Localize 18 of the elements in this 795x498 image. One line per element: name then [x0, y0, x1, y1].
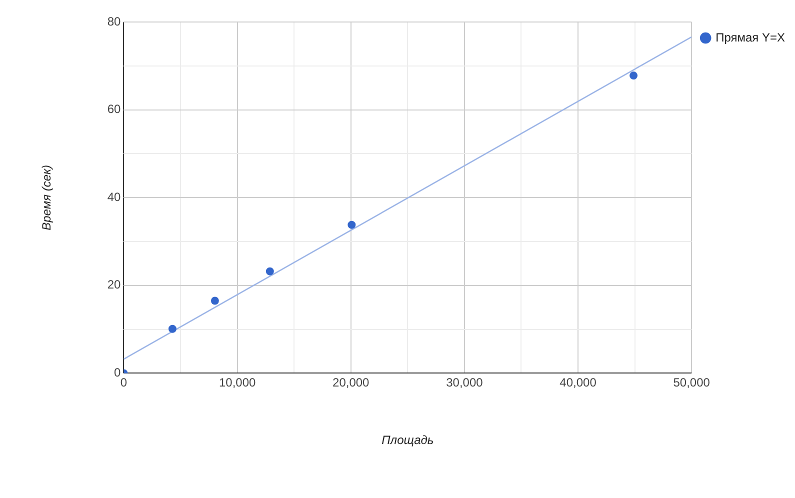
y-tick-label: 60	[107, 102, 122, 116]
x-tick-label: 50,000	[673, 376, 710, 390]
point	[630, 72, 638, 80]
y-axis-title: Время (сек)	[40, 164, 54, 230]
x-axis-title: Площадь	[382, 433, 434, 448]
y-tick-label: 0	[114, 366, 122, 380]
point	[210, 296, 219, 305]
y-tick-label: 40	[107, 190, 122, 204]
point	[168, 324, 176, 333]
y-tick-label: 20	[107, 278, 122, 292]
x-tick-label: 20,000	[332, 376, 370, 390]
y-tick-label: 80	[107, 14, 122, 28]
x-tick-label: 30,000	[446, 376, 484, 390]
legend-label: Прямая Y=X	[716, 30, 786, 44]
x-tick-label: 40,000	[560, 376, 597, 390]
point	[266, 267, 274, 276]
point	[348, 220, 356, 229]
x-tick-label: 10,000	[218, 376, 256, 390]
